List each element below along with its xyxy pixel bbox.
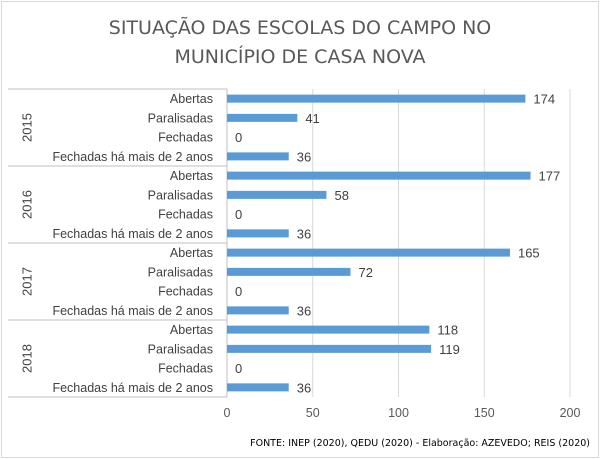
data-label: 36 — [297, 380, 311, 395]
category-label: Fechadas — [158, 208, 213, 222]
x-tick-label: 150 — [474, 406, 495, 420]
year-label: 2016 — [19, 190, 34, 219]
category-label: Abertas — [170, 169, 213, 183]
bar — [227, 171, 531, 180]
data-label: 72 — [358, 265, 372, 280]
category-label: Fechadas — [158, 362, 213, 376]
bar — [227, 248, 510, 257]
category-label: Abertas — [170, 323, 213, 337]
data-label: 177 — [539, 169, 561, 184]
x-tick-label: 0 — [224, 406, 231, 420]
bar — [227, 383, 289, 392]
data-label: 118 — [437, 323, 458, 338]
data-label: 0 — [235, 361, 242, 376]
category-label: Abertas — [170, 92, 213, 106]
data-label: 0 — [235, 284, 242, 299]
data-label: 41 — [305, 111, 319, 126]
x-tick-label: 50 — [306, 406, 320, 420]
data-label: 174 — [533, 92, 555, 107]
chart-title-line-2: MUNICÍPIO DE CASA NOVA — [174, 45, 425, 68]
category-label: Paralisadas — [148, 342, 213, 356]
data-label: 36 — [297, 303, 311, 318]
year-label: 2017 — [19, 267, 34, 296]
source-note: FONTE: INEP (2020), QEDU (2020) - Elabor… — [250, 438, 590, 449]
data-label: 0 — [235, 130, 242, 145]
data-label: 0 — [235, 207, 242, 222]
bar — [227, 113, 298, 122]
category-label: Abertas — [170, 246, 213, 260]
bar — [227, 325, 430, 334]
bar — [227, 152, 289, 161]
bar — [227, 267, 351, 276]
x-tick-label: 100 — [388, 406, 409, 420]
bar — [227, 344, 432, 353]
category-label: Fechadas há mais de 2 anos — [52, 227, 213, 241]
category-label: Paralisadas — [148, 111, 213, 125]
x-tick-label: 200 — [560, 406, 581, 420]
data-label: 119 — [439, 342, 460, 357]
bar — [227, 190, 327, 199]
data-label: 165 — [518, 246, 540, 261]
bar — [227, 94, 526, 103]
category-label: Fechadas há mais de 2 anos — [52, 381, 213, 395]
data-label: 36 — [297, 149, 311, 164]
chart-title-line-1: SITUAÇÃO DAS ESCOLAS DO CAMPO NO — [109, 16, 491, 39]
category-label: Fechadas — [158, 131, 213, 145]
data-label: 58 — [334, 188, 348, 203]
bar — [227, 229, 289, 238]
category-label: Fechadas há mais de 2 anos — [52, 304, 213, 318]
year-label: 2015 — [19, 113, 34, 142]
category-label: Paralisadas — [148, 265, 213, 279]
category-label: Fechadas há mais de 2 anos — [52, 150, 213, 164]
category-label: Fechadas — [158, 285, 213, 299]
bar — [227, 306, 289, 315]
category-label: Paralisadas — [148, 188, 213, 202]
year-label: 2018 — [19, 344, 34, 373]
data-label: 36 — [297, 226, 311, 241]
